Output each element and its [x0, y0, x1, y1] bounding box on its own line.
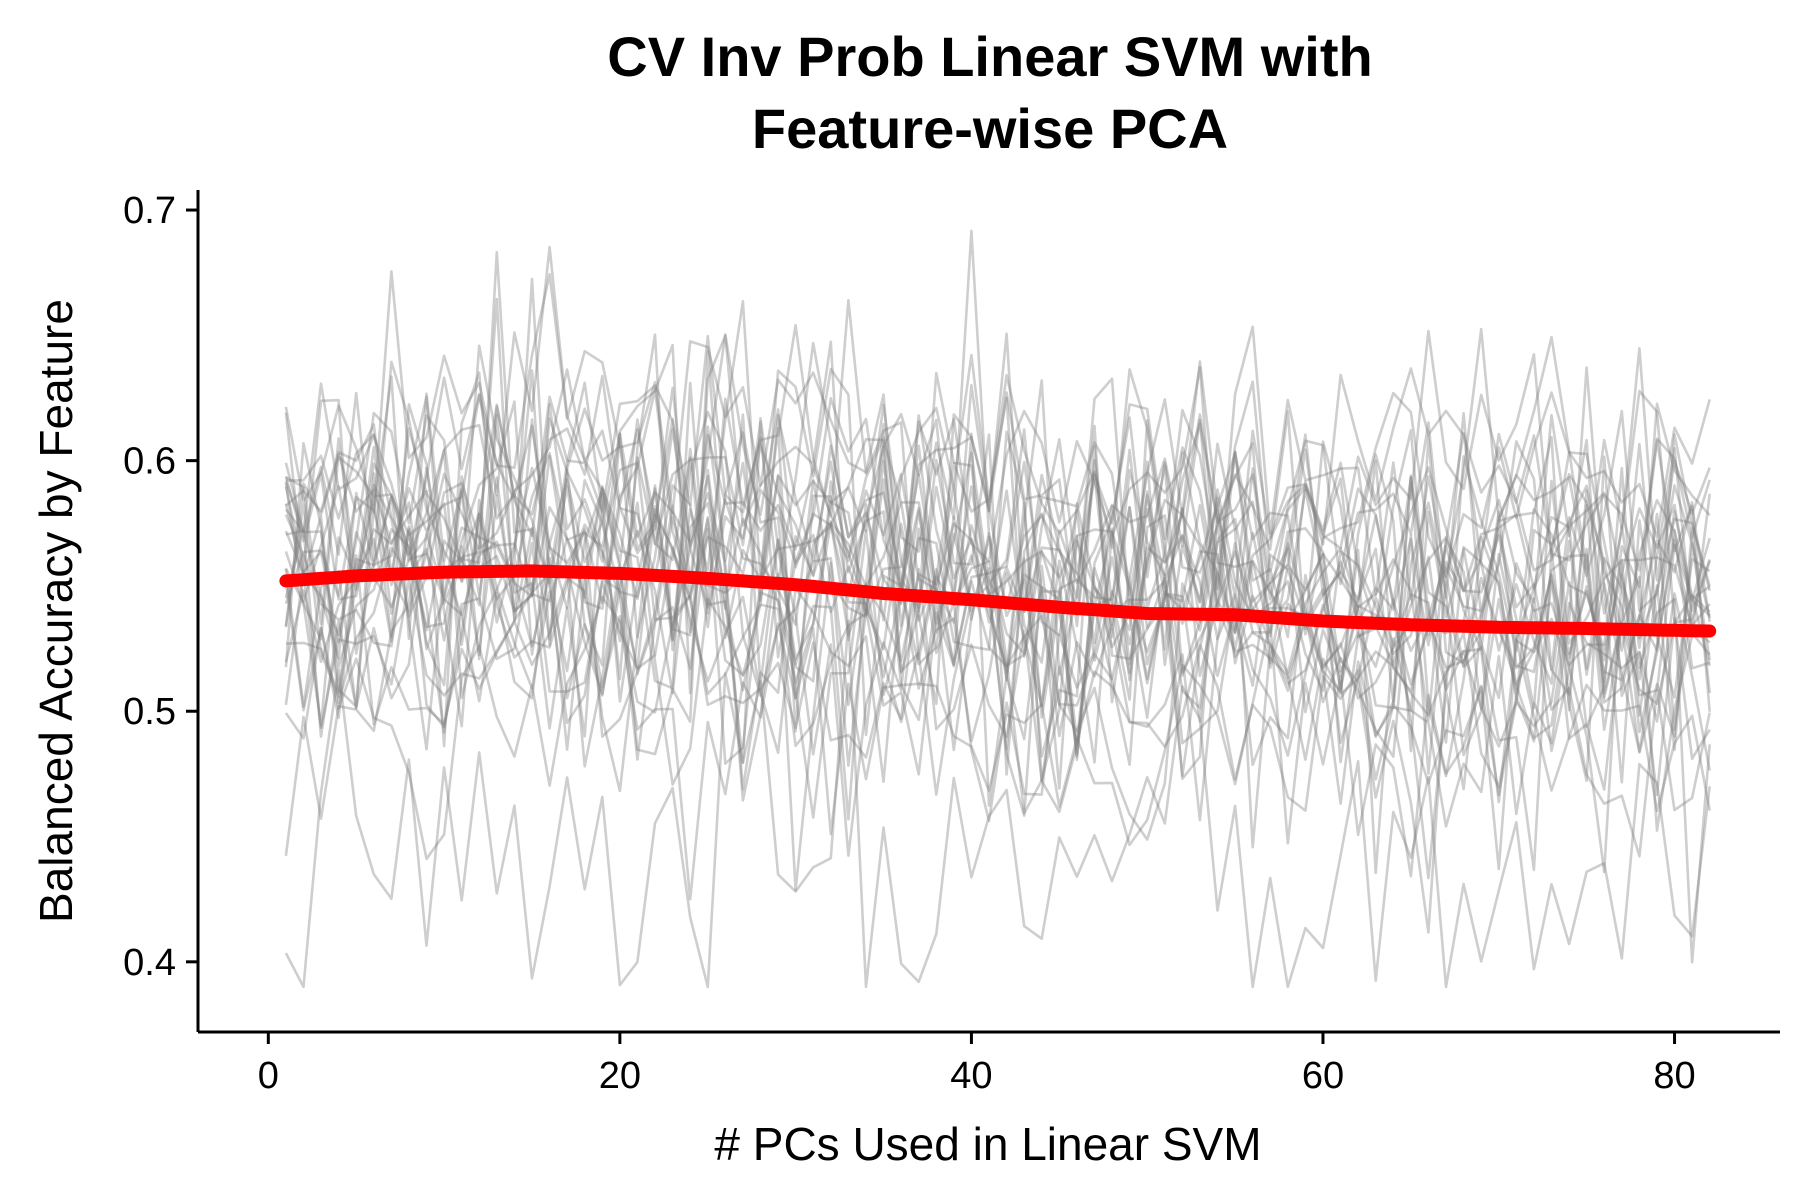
feature-series-line — [284, 495, 1711, 767]
x-tick-label: 20 — [599, 1055, 641, 1097]
chart-title-line-1: CV Inv Prob Linear SVM with — [607, 25, 1372, 88]
feature-series-line — [284, 422, 1711, 704]
feature-series-line — [285, 250, 1711, 704]
feature-series-line — [285, 388, 1711, 734]
series-lines — [284, 229, 1711, 989]
y-ticks: 0.4 0.5 0.6 0.7 — [123, 190, 198, 984]
feature-series-line — [284, 375, 1711, 814]
feature-series-line — [284, 270, 1711, 606]
feature-series-line — [284, 245, 1711, 598]
x-tick-label: 40 — [950, 1055, 992, 1097]
feature-series-line — [284, 277, 1711, 748]
feature-series-line — [284, 403, 1711, 880]
feature-series-line — [284, 298, 1711, 661]
chart-title: CV Inv Prob Linear SVM with Feature-wise… — [607, 25, 1372, 160]
feature-series-line — [285, 454, 1711, 790]
feature-series-line — [284, 417, 1711, 666]
y-tick-label: 0.6 — [123, 441, 176, 483]
feature-series-line — [284, 466, 1711, 784]
feature-series-line — [284, 595, 1711, 901]
x-tick-label: 60 — [1302, 1055, 1344, 1097]
feature-series-line — [284, 334, 1711, 753]
feature-series-line — [284, 332, 1711, 723]
axes: 0.4 0.5 0.6 0.7 0 20 40 60 80 — [123, 190, 1780, 1097]
y-tick-label: 0.5 — [123, 691, 176, 733]
trend-layer — [279, 564, 1717, 638]
y-tick-label: 0.4 — [123, 942, 176, 984]
x-ticks: 0 20 40 60 80 — [258, 1032, 1696, 1097]
feature-series-line — [284, 619, 1711, 989]
feature-series-line — [284, 567, 1711, 871]
feature-series-line — [284, 428, 1711, 793]
x-tick-label: 80 — [1653, 1055, 1695, 1097]
y-tick-label: 0.7 — [123, 190, 176, 232]
feature-series-line — [285, 229, 1711, 684]
trend-line — [279, 564, 1717, 638]
feature-series-line — [285, 350, 1711, 964]
y-axis-label: Balanced Accuracy by Feature — [30, 299, 82, 923]
x-axis-label: # PCs Used in Linear SVM — [714, 1118, 1261, 1170]
feature-series-line — [284, 400, 1711, 693]
chart-title-line-2: Feature-wise PCA — [752, 97, 1228, 160]
x-tick-label: 0 — [258, 1055, 279, 1097]
feature-series-line — [284, 455, 1711, 872]
